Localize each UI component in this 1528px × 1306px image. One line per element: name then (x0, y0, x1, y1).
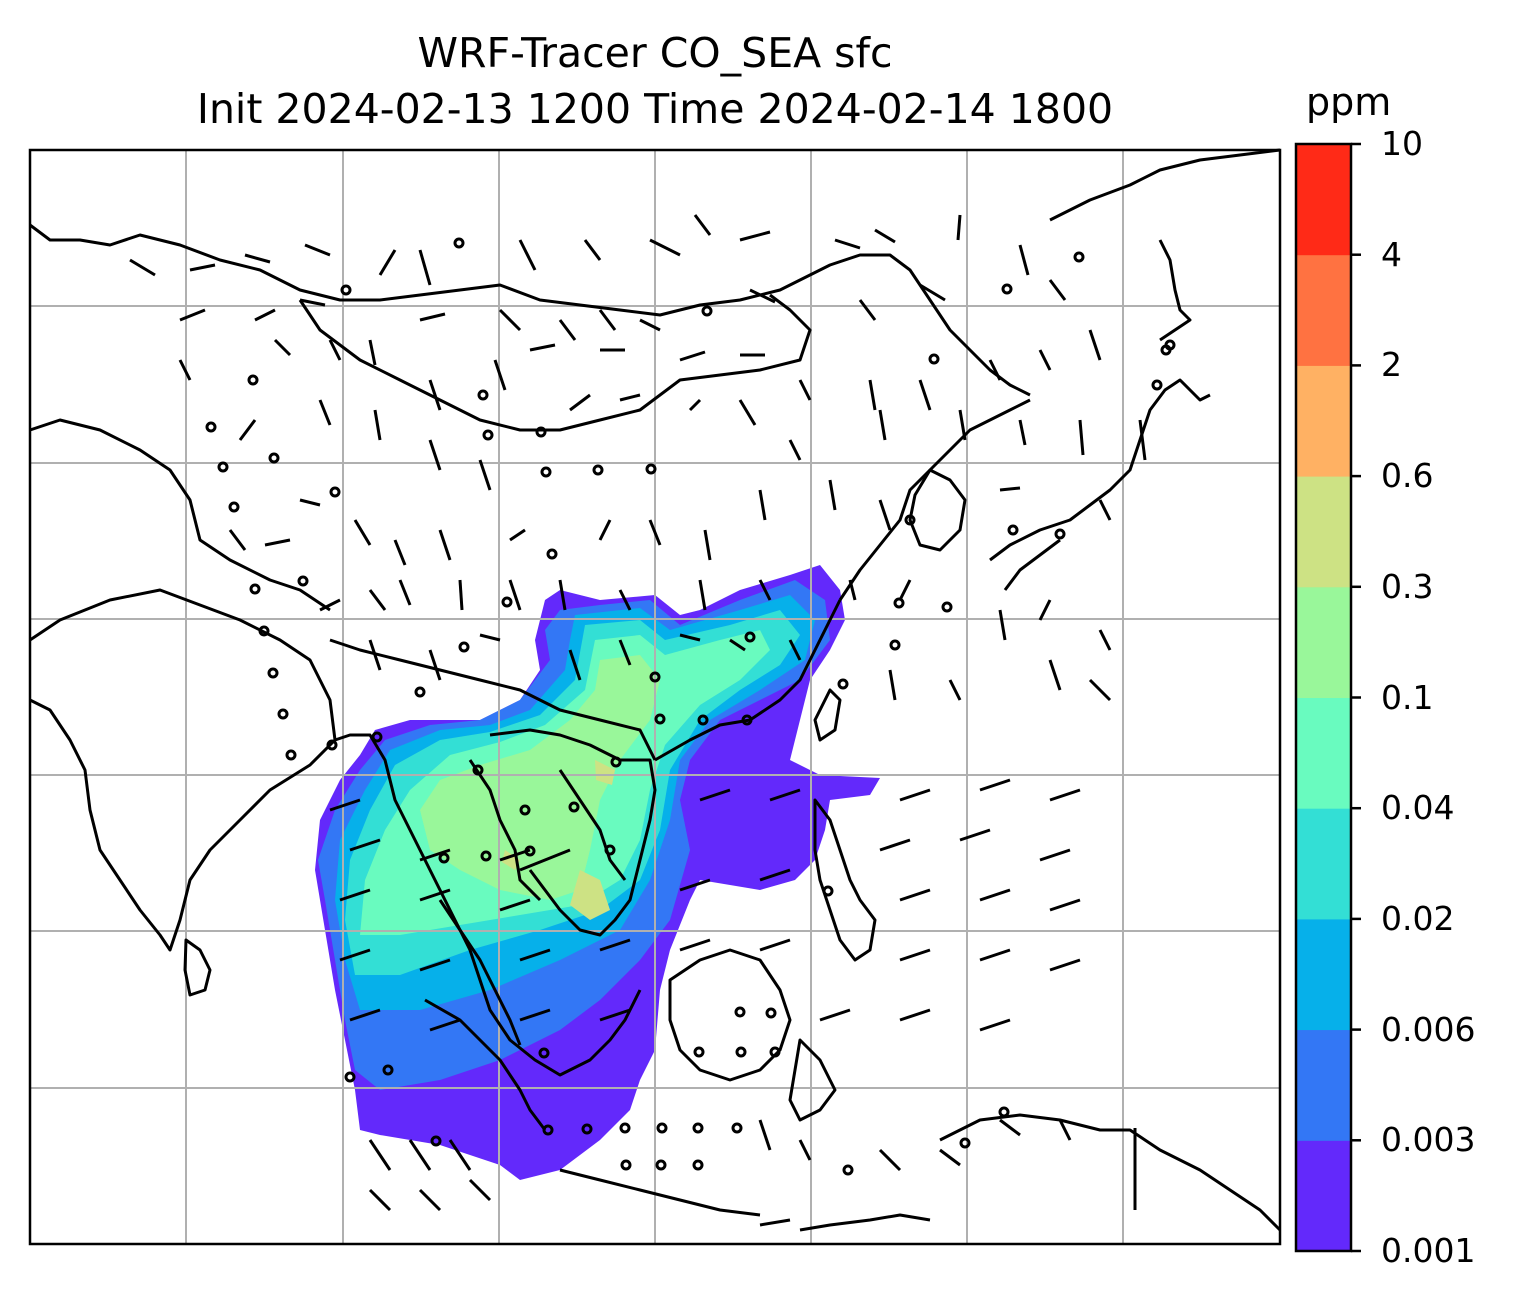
coastline-papua (939, 1113, 1282, 1232)
coastline-sakhalin (1158, 239, 1192, 342)
conc-level-6 (420, 655, 660, 900)
coastline-taiwan (813, 688, 842, 742)
colorbar-tick-label: 0.003 (1381, 1120, 1476, 1160)
coastline-korea (908, 468, 967, 552)
colorbar-band-6 (1296, 476, 1351, 588)
coastline-sulawesi (788, 1038, 837, 1122)
colorbar (1296, 144, 1351, 1252)
conc-level-7c (502, 850, 520, 870)
coastline-bay-bengal (334, 733, 642, 1077)
coastline-lesser-sunda (799, 1213, 931, 1232)
coastline-east-china (838, 398, 1031, 601)
coastline-philippines (813, 798, 877, 962)
colorbar-tick-label: 0.1 (1381, 677, 1434, 717)
coastline-south-china (654, 599, 842, 762)
coastline-malay-peninsula (438, 899, 522, 1046)
border-kazakh (29, 418, 331, 612)
colorbar-tick-label: 0.006 (1381, 1009, 1476, 1049)
colorbar-band-0 (1296, 1140, 1351, 1252)
colorbar-band-9 (1296, 144, 1351, 256)
coastline-japan (989, 378, 1211, 591)
colorbar-band-7 (1296, 365, 1351, 477)
coastline-timor (759, 1218, 791, 1227)
border-china-south (329, 638, 657, 761)
border-indochina-internal (468, 759, 627, 902)
colorbar-band-8 (1296, 254, 1351, 366)
colorbar-band-2 (1296, 918, 1351, 1031)
colorbar-tick-label: 10 (1381, 124, 1423, 163)
colorbar-tick-label: 0.02 (1381, 898, 1455, 938)
coastline-borneo (668, 948, 792, 1082)
colorbar-tick-label: 0.001 (1381, 1231, 1476, 1270)
coastline-srilanka (183, 938, 212, 997)
colorbar-tick-label: 4 (1381, 234, 1402, 274)
colorbar-tick-label: 0.04 (1381, 788, 1455, 828)
coastline-okhotsk (1049, 148, 1281, 222)
coastline-java (559, 1168, 761, 1217)
colorbar-band-5 (1296, 586, 1351, 698)
coastlines-and-borders (29, 148, 1282, 1232)
colorbar-unit-label: ppm (1306, 80, 1392, 124)
colorbar-band-3 (1296, 808, 1351, 920)
conc-level-7b (595, 760, 615, 785)
border-china-mongolia (298, 293, 812, 432)
wind-barbs (129, 214, 1147, 1212)
coastline-russia-north (29, 223, 1031, 397)
colorbar-tick-label: 2 (1381, 345, 1402, 385)
plot-title-line2: Init 2024-02-13 1200 Time 2024-02-14 180… (196, 85, 1114, 133)
coastline-india (29, 588, 337, 952)
plot-title-line1: WRF-Tracer CO_SEA sfc (417, 29, 893, 77)
map-frame (28, 148, 1282, 1246)
calm-wind-circles (205, 237, 1176, 1176)
coastline-indochina (489, 728, 657, 937)
lat-lon-gridlines (30, 150, 1280, 1244)
colorbar-tick-label: 0.3 (1381, 566, 1434, 606)
conc-level-7 (570, 870, 610, 920)
colorbar-tick-label: 0.6 (1381, 456, 1434, 496)
colorbar-band-4 (1296, 697, 1351, 809)
colorbar-band-1 (1296, 1029, 1351, 1141)
colorbar-ticks (1351, 142, 1361, 1253)
